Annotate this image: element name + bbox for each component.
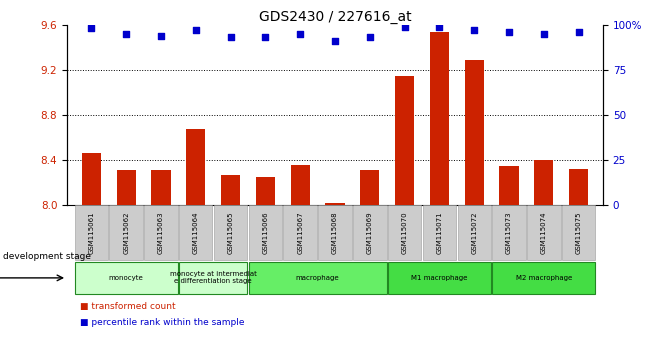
Bar [492, 262, 596, 294]
Text: monocyte: monocyte [109, 275, 143, 281]
Text: GSM115063: GSM115063 [158, 211, 164, 254]
Text: GSM115062: GSM115062 [123, 211, 129, 254]
Point [574, 29, 584, 35]
Text: macrophage: macrophage [295, 275, 340, 281]
Bar [388, 262, 491, 294]
Bar [249, 205, 282, 260]
Bar [291, 165, 310, 205]
Point [539, 31, 549, 37]
Point [260, 35, 271, 40]
Point [330, 38, 340, 44]
Bar [117, 170, 136, 205]
Bar [430, 32, 449, 205]
Bar [499, 166, 519, 205]
Text: GSM115065: GSM115065 [228, 211, 234, 254]
Bar [74, 205, 108, 260]
Bar [186, 129, 205, 205]
Point [399, 24, 410, 29]
Text: GSM115071: GSM115071 [436, 211, 442, 254]
Text: GSM115061: GSM115061 [88, 211, 94, 254]
Point [190, 27, 201, 33]
Bar [395, 75, 414, 205]
Bar [144, 205, 178, 260]
Point [155, 33, 166, 39]
Bar [74, 262, 178, 294]
Point [434, 24, 445, 29]
Text: GSM115075: GSM115075 [576, 211, 582, 254]
Text: ■ transformed count: ■ transformed count [80, 302, 176, 311]
Bar [256, 177, 275, 205]
Bar [109, 205, 143, 260]
Point [469, 27, 480, 33]
Text: development stage: development stage [3, 252, 91, 261]
Bar [423, 205, 456, 260]
Text: GSM115074: GSM115074 [541, 211, 547, 254]
Bar [534, 160, 553, 205]
Point [121, 31, 131, 37]
Text: GSM115072: GSM115072 [471, 211, 477, 254]
Title: GDS2430 / 227616_at: GDS2430 / 227616_at [259, 10, 411, 24]
Text: M2 macrophage: M2 macrophage [516, 275, 572, 281]
Point [225, 35, 236, 40]
Bar [465, 60, 484, 205]
Bar [179, 205, 212, 260]
Bar [249, 262, 387, 294]
Bar [151, 170, 171, 205]
Bar [562, 205, 596, 260]
Bar [318, 205, 352, 260]
Bar [179, 262, 247, 294]
Bar [283, 205, 317, 260]
Point [295, 31, 306, 37]
Text: GSM115069: GSM115069 [366, 211, 373, 254]
Bar [221, 175, 240, 205]
Text: GSM115066: GSM115066 [263, 211, 269, 254]
Bar [492, 205, 526, 260]
Text: monocyte at intermediat
e differentiation stage: monocyte at intermediat e differentiatio… [170, 272, 257, 284]
Point [504, 29, 515, 35]
Text: GSM115064: GSM115064 [193, 211, 199, 254]
Bar [527, 205, 561, 260]
Text: ■ percentile rank within the sample: ■ percentile rank within the sample [80, 318, 245, 327]
Bar [326, 203, 344, 205]
Text: GSM115073: GSM115073 [506, 211, 512, 254]
Point [86, 25, 96, 31]
Bar [388, 205, 421, 260]
Bar [214, 205, 247, 260]
Bar [82, 153, 101, 205]
Bar [569, 169, 588, 205]
Bar [360, 170, 379, 205]
Text: GSM115067: GSM115067 [297, 211, 304, 254]
Bar [458, 205, 491, 260]
Bar [353, 205, 387, 260]
Text: M1 macrophage: M1 macrophage [411, 275, 468, 281]
Text: GSM115070: GSM115070 [401, 211, 407, 254]
Text: GSM115068: GSM115068 [332, 211, 338, 254]
Point [364, 35, 375, 40]
